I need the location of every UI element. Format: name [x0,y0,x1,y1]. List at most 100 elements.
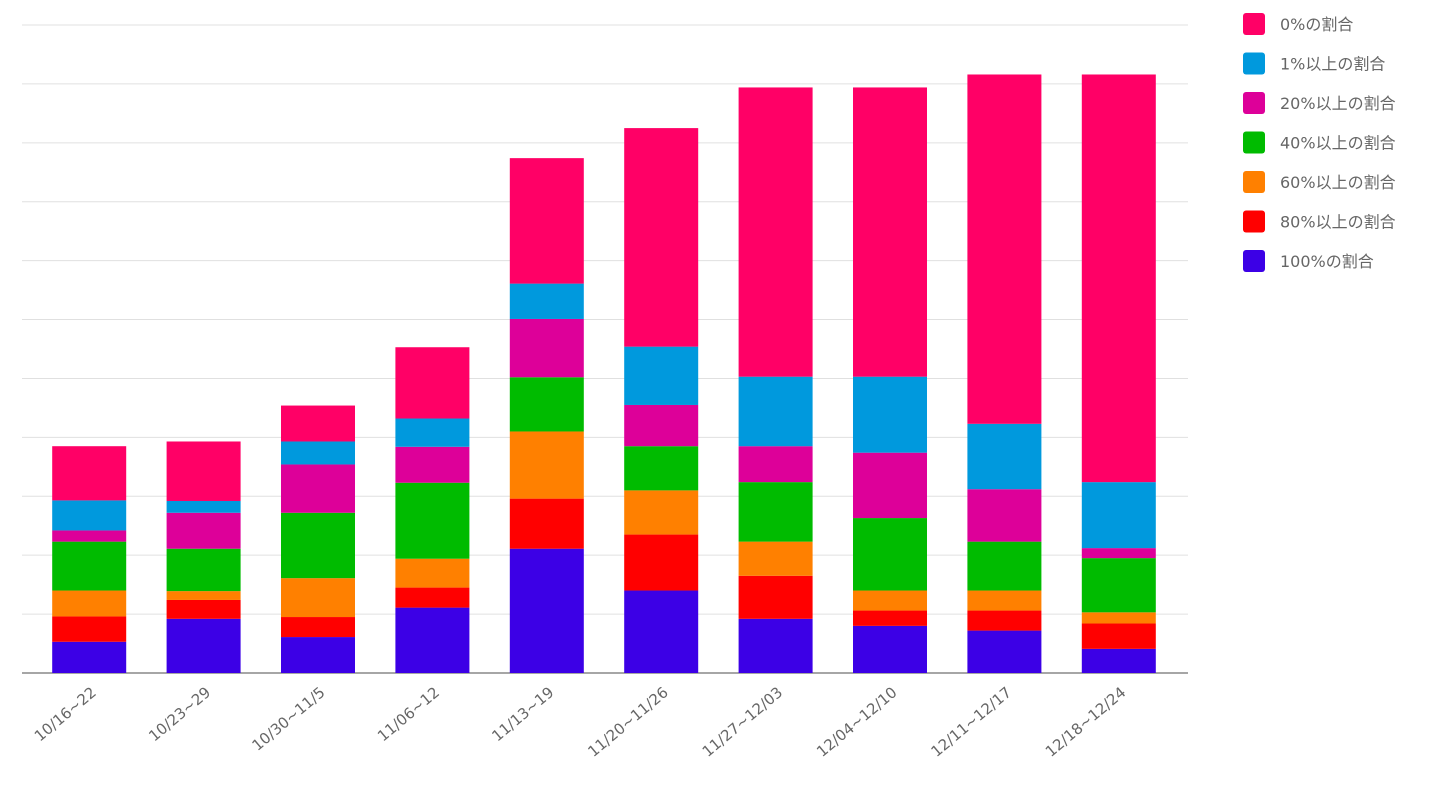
legend-swatch [1243,131,1265,154]
bar-segment [738,541,813,576]
bar-segment [52,616,127,642]
bar-segment [967,74,1042,424]
bar-segment [1081,548,1156,559]
legend-label: 80%以上の割合 [1280,213,1396,232]
bar-segment [624,446,699,491]
bar-segment [967,489,1042,542]
bar-segment [52,530,127,542]
bar-segment [624,128,699,347]
bar-segment [853,590,927,611]
bar-segment [1081,558,1156,613]
bar-segment [52,446,127,501]
bar-segment [509,318,584,378]
bar-segment [52,641,127,673]
bar-segment [395,347,470,419]
bar-segment [509,158,584,284]
bar-segment [166,548,241,592]
bar-segment [967,541,1042,591]
x-axis-tick-labels: 10/16~22 10/23~29 10/30~11/5 11/06~12 11/13~… [31,683,1130,760]
legend-label: 40%以上の割合 [1280,134,1396,153]
bar-segment [52,541,127,591]
bar-segment [624,490,699,535]
x-tick-label: 12/18~12/24 [1042,683,1129,760]
bar-segment [738,575,813,619]
x-tick-label: 12/11~12/17 [928,683,1015,760]
bar-segment [509,548,584,673]
bar-segment [395,446,470,483]
x-tick-label: 10/23~29 [145,683,214,745]
bar-segment [281,405,355,442]
bar-segment [853,518,927,591]
legend-item[interactable]: 40%以上の割合 [1243,131,1396,154]
bar-segment [166,618,241,673]
legend-label: 0%の割合 [1280,15,1353,34]
bar-segment [624,404,699,447]
bar-segment [281,617,355,638]
bar-segment [395,607,470,673]
legend-item[interactable]: 20%以上の割合 [1243,92,1396,114]
legend-item[interactable]: 0%の割合 [1243,13,1353,35]
legend-label: 1%以上の割合 [1280,55,1385,74]
bar-segment [166,599,241,619]
bar-segment [1081,623,1156,649]
legend-swatch [1243,52,1265,75]
bar-segment [166,591,241,600]
bar-segment [509,431,584,499]
bar-segment [52,590,127,617]
bar-segment [853,452,927,519]
bar-segment [967,630,1042,673]
x-tick-label: 12/04~12/10 [813,683,900,760]
legend-item[interactable]: 80%以上の割合 [1243,210,1396,233]
bar-segment [509,377,584,432]
bar-segment [967,423,1042,490]
bar-segment [1081,648,1156,673]
x-tick-label: 10/30~11/5 [248,683,328,754]
bar-segment [967,610,1042,631]
bar-segment [52,500,127,531]
bar-segment [853,87,927,377]
x-tick-label: 11/20~11/26 [584,683,671,760]
x-tick-label: 11/06~12 [374,683,443,745]
legend-swatch [1243,250,1265,272]
bar-segment [738,376,813,447]
x-tick-label: 10/16~22 [31,683,100,745]
bar-segment [967,590,1042,611]
bar-segment [624,590,699,673]
bars [52,74,1156,673]
bar-segment [281,441,355,465]
legend-item[interactable]: 1%以上の割合 [1243,52,1385,75]
bar-segment [1081,482,1156,549]
legend-item[interactable]: 60%以上の割合 [1243,171,1396,193]
bar-segment [166,512,241,549]
legend-label: 60%以上の割合 [1280,173,1396,192]
bar-segment [281,512,355,579]
legend-swatch [1243,13,1265,35]
bar-segment [1081,612,1156,624]
bar-segment [853,376,927,453]
bar-segment [738,87,813,377]
bar-segment [395,418,470,447]
legend: 0%の割合 1%以上の割合 20%以上の割合 40%以上の割合 60%以上の割合 80%以… [1243,13,1396,272]
legend-swatch [1243,171,1265,193]
bar-segment [624,346,699,405]
bar-segment [281,637,355,673]
bar-segment [281,464,355,513]
legend-swatch [1243,210,1265,233]
legend-swatch [1243,92,1265,114]
legend-label: 20%以上の割合 [1280,94,1396,113]
bar-segment [395,587,470,608]
x-tick-label: 11/13~19 [488,683,557,745]
bar-segment [738,618,813,673]
bar-segment [853,625,927,673]
bar-segment [853,610,927,626]
bar-segment [395,482,470,559]
bar-segment [738,482,813,542]
bar-segment [738,446,813,483]
bar-segment [624,534,699,591]
bar-segment [509,498,584,549]
x-tick-label: 11/27~12/03 [699,683,786,760]
legend-item[interactable]: 100%の割合 [1243,250,1374,272]
bar-segment [166,500,241,513]
bar-segment [166,441,241,501]
